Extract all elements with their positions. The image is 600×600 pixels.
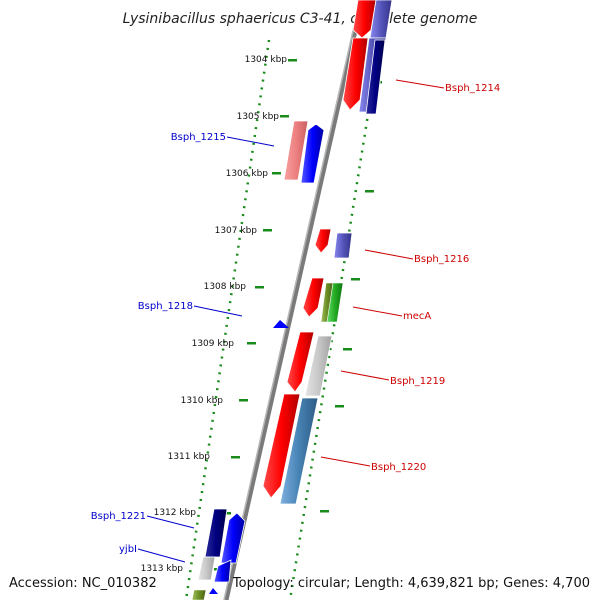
kbp-label: 1312 kbp (154, 508, 197, 518)
gene-arrow-blue (300, 123, 325, 184)
right-gene-labels: Bsph_1214 Bsph_1216 mecA Bsph_1219 Bsph_… (320, 79, 500, 473)
tick-mark (288, 59, 297, 62)
gene-arrow-navy (365, 39, 386, 115)
gene-arrow-steel (279, 397, 319, 505)
tick-mark (343, 348, 352, 351)
gene-label-bsph-1214: Bsph_1214 (445, 83, 500, 94)
tick-mark (255, 286, 264, 289)
kbp-label: 1308 kbp (204, 282, 247, 292)
gene-label-bsph-1221: Bsph_1221 (91, 511, 146, 522)
gene-arrow-purple (333, 232, 353, 259)
gene-label-yjbi: yjbI (119, 544, 137, 555)
tick-mark (272, 172, 281, 175)
gene-arrow-blue (213, 559, 232, 583)
tick-mark (335, 405, 344, 408)
topology-text: Topology: circular; Length: 4,639,821 bp… (232, 576, 590, 591)
gene-arrow-green (326, 282, 344, 323)
label-leader-line (226, 136, 275, 147)
gene-features-outer (262, 0, 393, 505)
gene-arrow-red (314, 228, 332, 254)
label-leader-line (340, 370, 390, 381)
tick-mark (351, 278, 360, 281)
label-leader-line (364, 249, 414, 260)
gene-label-meca: mecA (403, 311, 431, 322)
tick-mark (239, 399, 248, 402)
left-gene-labels: Bsph_1215 Bsph_1218 Bsph_1221 yjbI (91, 132, 275, 563)
tick-mark (231, 456, 240, 459)
kbp-label: 1310 kbp (181, 396, 224, 406)
kbp-label: 1309 kbp (192, 339, 235, 349)
kbp-label: 1304 kbp (245, 55, 288, 65)
label-leader-line (146, 515, 195, 529)
gene-label-bsph-1220: Bsph_1220 (371, 462, 426, 473)
outer-tick-track (288, 39, 382, 600)
gene-arrow-blue (220, 512, 246, 564)
gene-arrow-pink (283, 120, 309, 181)
tick-mark (280, 115, 289, 118)
tick-mark (247, 342, 256, 345)
gene-arrow-gray (197, 556, 216, 581)
kbp-label: 1311 kbp (168, 452, 211, 462)
label-leader-line (137, 548, 186, 563)
gene-arrow-navy (204, 508, 228, 558)
label-leader-line (395, 79, 445, 89)
kbp-label: 1306 kbp (226, 169, 269, 179)
label-leader-line (352, 306, 403, 317)
gene-arrow-red (262, 393, 301, 499)
inner-tick-track (184, 39, 271, 600)
tick-mark (365, 190, 374, 193)
gene-arrow-blue-small (273, 320, 289, 328)
tick-mark (263, 229, 272, 232)
map-title: Lysinibacillus sphaericus C3-41, complet… (123, 11, 478, 27)
gene-arrow-blue-small (209, 588, 218, 594)
tick-mark (320, 510, 329, 513)
genome-backbone (223, 0, 365, 600)
gene-arrow-red (286, 331, 315, 393)
gene-label-bsph-1218: Bsph_1218 (138, 301, 193, 312)
gene-label-bsph-1215: Bsph_1215 (171, 132, 226, 143)
gene-arrow-red (302, 277, 325, 318)
gene-arrow-red (342, 37, 369, 111)
label-leader-line (320, 456, 371, 467)
kbp-label: 1313 kbp (141, 564, 184, 574)
backbone-highlight (223, 0, 361, 600)
gene-label-bsph-1219: Bsph_1219 (390, 376, 445, 387)
accession-text: Accession: NC_010382 (9, 576, 157, 591)
label-leader-line (193, 305, 243, 317)
gene-features-inner (191, 120, 325, 600)
kbp-label: 1305 kbp (237, 112, 280, 122)
gene-arrow-olive (191, 589, 207, 600)
gene-arrow-gray (304, 335, 333, 397)
gene-arrow-red (352, 0, 377, 39)
gene-label-bsph-1216: Bsph_1216 (414, 254, 469, 265)
kbp-label: 1307 kbp (215, 226, 258, 236)
